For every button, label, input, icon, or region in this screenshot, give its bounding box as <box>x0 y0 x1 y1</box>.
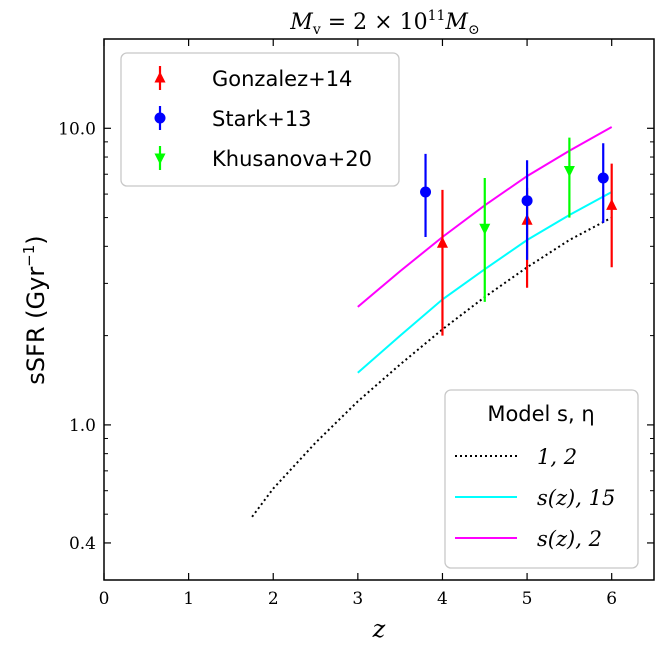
legend-label: Khusanova+20 <box>212 147 372 171</box>
axis-ticks: 0 1 2 3 4 5 6 0.4 1.0 10.0 <box>58 38 654 609</box>
data-point <box>597 172 609 184</box>
plot-frame <box>103 38 655 581</box>
x-tick-label: 3 <box>352 589 363 609</box>
y-tick-label: 0.4 <box>69 534 96 554</box>
legend-label: s(z), 2 <box>537 527 602 551</box>
legend-marker <box>154 112 166 124</box>
x-tick-label: 0 <box>99 589 110 609</box>
models-legend: Model s, η 1, 2 s(z), 15 s(z), 2 <box>444 389 639 569</box>
legend-box <box>444 389 639 569</box>
data-point <box>606 198 618 210</box>
data-point <box>436 236 448 248</box>
legend-title: Model s, η <box>487 402 594 426</box>
y-tick-label: 10.0 <box>58 119 96 139</box>
data-point <box>521 195 533 207</box>
legend-marker <box>154 71 166 83</box>
legend-label: s(z), 15 <box>537 486 615 510</box>
data-point <box>420 186 432 198</box>
x-axis-label: z <box>372 615 386 643</box>
y-axis-label: sSFR (Gyr−1) <box>20 235 50 384</box>
x-tick-label: 2 <box>268 589 279 609</box>
legend-label: Stark+13 <box>212 107 312 131</box>
model-line <box>251 216 613 518</box>
x-tick-label: 4 <box>437 589 448 609</box>
y-tick-label: 1.0 <box>69 416 96 436</box>
x-tick-label: 5 <box>522 589 533 609</box>
chart-title: Mv = 2 × 1011M⊙ <box>289 8 479 38</box>
legend-box <box>120 52 400 187</box>
observations-legend: Gonzalez+14 Stark+13 Khusanova+20 <box>120 52 400 187</box>
data-point <box>563 166 575 178</box>
legend-marker <box>154 153 166 165</box>
observation-points <box>420 137 618 336</box>
legend-label: Gonzalez+14 <box>212 67 352 91</box>
data-point <box>479 223 491 235</box>
x-tick-label: 1 <box>183 589 194 609</box>
x-tick-label: 6 <box>606 589 617 609</box>
legend-label: 1, 2 <box>537 445 577 469</box>
